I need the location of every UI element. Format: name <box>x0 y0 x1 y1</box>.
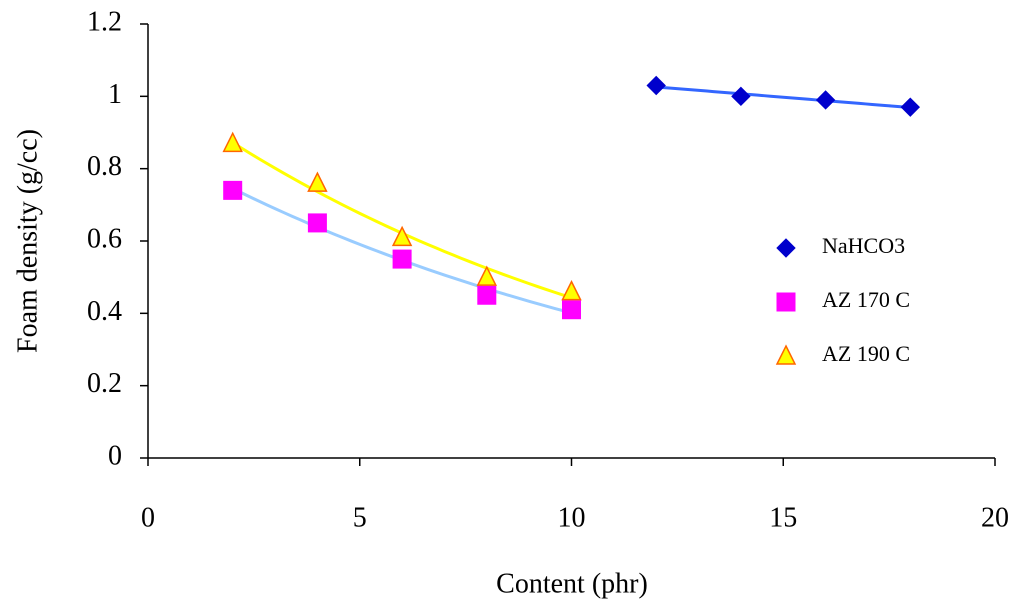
y-tick-label: 1.2 <box>87 6 122 37</box>
marker <box>732 87 750 105</box>
x-tick-label: 10 <box>558 502 586 533</box>
x-tick-label: 20 <box>981 502 1009 533</box>
marker <box>777 239 795 257</box>
chart: Content (phr) Foam density (g/cc) 0 0.2 0.… <box>0 0 1018 604</box>
legend-label: AZ 190 C <box>822 341 910 366</box>
x-tick-label: 0 <box>141 502 155 533</box>
y-tick-label: 0 <box>108 440 122 471</box>
y-tick-label: 0.2 <box>87 368 122 399</box>
marker <box>224 133 242 151</box>
marker <box>478 286 496 304</box>
y-tick-label: 0.4 <box>87 296 122 327</box>
marker <box>224 181 242 199</box>
marker <box>563 282 581 300</box>
marker <box>393 250 411 268</box>
marker <box>647 76 665 94</box>
marker <box>817 91 835 109</box>
trend-line <box>656 87 910 108</box>
y-tick-label: 1 <box>108 79 122 110</box>
y-tick-label: 0.6 <box>87 223 122 254</box>
legend-label: AZ 170 C <box>822 287 910 312</box>
marker <box>901 98 919 116</box>
x-tick-label: 15 <box>769 502 797 533</box>
x-tick-label: 5 <box>353 502 367 533</box>
y-axis-label: Foam density (g/cc) <box>12 129 43 353</box>
y-tick-label: 0.8 <box>87 151 122 182</box>
marker <box>777 293 795 311</box>
marker <box>308 214 326 232</box>
trend-line <box>233 143 572 298</box>
marker <box>308 173 326 191</box>
legend-label: NaHCO3 <box>822 233 905 258</box>
marker <box>777 346 795 364</box>
marker <box>563 301 581 319</box>
x-axis-label: Content (phr) <box>496 568 648 599</box>
